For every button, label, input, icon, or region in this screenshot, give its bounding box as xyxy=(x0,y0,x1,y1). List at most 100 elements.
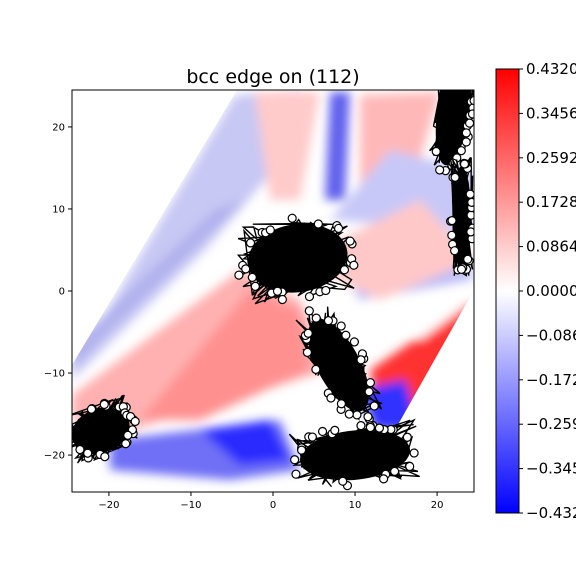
atom-marker xyxy=(304,292,315,302)
atom-marker xyxy=(272,286,283,296)
atom-marker xyxy=(330,425,340,435)
y-axis: 20 10 0 −10 −20 xyxy=(44,122,72,462)
colorbar-tick-label: 0.1728 xyxy=(526,193,576,211)
chart-title: bcc edge on (112) xyxy=(186,66,359,88)
atom-marker xyxy=(365,378,375,388)
x-tick-label: −10 xyxy=(180,500,201,511)
atom-bonds xyxy=(295,306,383,421)
atom-marker xyxy=(245,238,256,248)
atom-marker xyxy=(302,347,313,358)
atom-marker xyxy=(379,474,389,484)
atom-cluster xyxy=(295,306,383,424)
field-region xyxy=(200,420,290,465)
atom-marker xyxy=(250,281,260,291)
atom-marker xyxy=(465,189,474,199)
atom-marker xyxy=(470,76,479,85)
atom-marker xyxy=(463,55,472,64)
atom-marker xyxy=(461,137,471,147)
atom-marker xyxy=(456,264,467,274)
atom-marker xyxy=(303,328,313,338)
atom-cluster xyxy=(62,394,140,464)
outside-cell-region xyxy=(72,90,237,365)
atom-marker xyxy=(307,432,317,442)
atom-marker xyxy=(83,448,93,458)
atom-marker xyxy=(313,219,323,229)
plot-area xyxy=(62,51,479,492)
x-tick-label: 10 xyxy=(349,500,362,511)
atom-marker xyxy=(447,230,457,240)
atom-marker xyxy=(435,165,445,175)
atom-marker xyxy=(130,416,140,427)
atom-marker xyxy=(349,260,359,270)
atom-cluster xyxy=(234,213,359,305)
atom-marker xyxy=(466,227,474,237)
atom-marker xyxy=(333,223,344,234)
atom-marker xyxy=(62,424,72,434)
atom-marker xyxy=(323,316,334,326)
atom-marker xyxy=(290,455,300,465)
colorbar-tick-label: −0.2592 xyxy=(526,415,576,433)
atom-marker xyxy=(123,430,133,440)
atom-marker xyxy=(339,265,350,275)
atom-marker xyxy=(467,197,474,207)
atom-clusters xyxy=(62,51,479,491)
y-tick-label: −10 xyxy=(44,369,65,380)
atom-marker xyxy=(356,355,366,365)
colorbar xyxy=(495,68,520,514)
atom-marker xyxy=(437,80,446,89)
x-tick-label: 20 xyxy=(431,500,444,511)
atom-marker xyxy=(287,213,297,223)
colorbar-tick-label: 0.3456 xyxy=(526,104,576,122)
atom-marker xyxy=(461,128,471,138)
field-region xyxy=(325,92,350,200)
atom-marker xyxy=(311,313,321,323)
atom-marker xyxy=(450,246,460,256)
atom-bonds xyxy=(288,418,420,488)
y-tick-label: 0 xyxy=(59,287,65,298)
atom-marker xyxy=(234,270,244,280)
colorbar-tick-label: −0.0864 xyxy=(526,326,576,344)
atom-marker xyxy=(241,264,251,274)
atom-marker xyxy=(402,432,412,442)
colorbar-axis: 0.4320 0.3456 0.2592 0.1728 0.0864 0.0000 −0.0… xyxy=(519,60,576,522)
atom-marker xyxy=(326,393,336,403)
x-tick-label: 0 xyxy=(270,500,276,511)
atom-marker xyxy=(460,52,469,61)
x-axis: −20 −10 0 10 20 xyxy=(98,492,443,511)
colorbar-tick-label: 0.0864 xyxy=(526,238,576,256)
atom-marker xyxy=(405,461,415,472)
atom-marker xyxy=(121,439,131,449)
colorbar-tick-label: 0.0000 xyxy=(526,282,576,300)
atom-marker xyxy=(321,285,331,296)
atom-marker xyxy=(363,412,373,422)
atom-marker xyxy=(349,337,359,347)
atom-marker xyxy=(365,422,375,433)
atom-marker xyxy=(75,444,85,455)
atom-marker xyxy=(100,452,110,462)
atom-marker xyxy=(265,225,275,235)
atom-marker xyxy=(447,216,457,226)
y-tick-label: 20 xyxy=(52,122,65,133)
atom-marker xyxy=(345,236,355,246)
y-tick-label: 10 xyxy=(52,204,65,215)
atom-marker xyxy=(456,146,466,156)
atom-marker xyxy=(369,401,379,411)
atom-marker xyxy=(336,399,346,409)
colorbar-tick-label: 0.2592 xyxy=(526,149,576,167)
atom-marker xyxy=(317,426,328,437)
atom-marker xyxy=(99,399,109,410)
atom-cluster xyxy=(446,156,474,277)
atom-marker xyxy=(247,272,257,282)
atom-marker xyxy=(341,330,351,340)
colorbar-tick-label: 0.4320 xyxy=(526,60,576,78)
atom-marker xyxy=(463,254,473,264)
atom-marker xyxy=(364,387,374,397)
atom-marker xyxy=(453,51,462,60)
atom-marker xyxy=(467,109,474,119)
atom-marker xyxy=(390,466,400,476)
colorbar-tick-label: −0.1728 xyxy=(526,371,576,389)
atom-marker xyxy=(86,404,97,414)
atom-marker xyxy=(356,421,366,431)
field-region xyxy=(140,290,310,420)
